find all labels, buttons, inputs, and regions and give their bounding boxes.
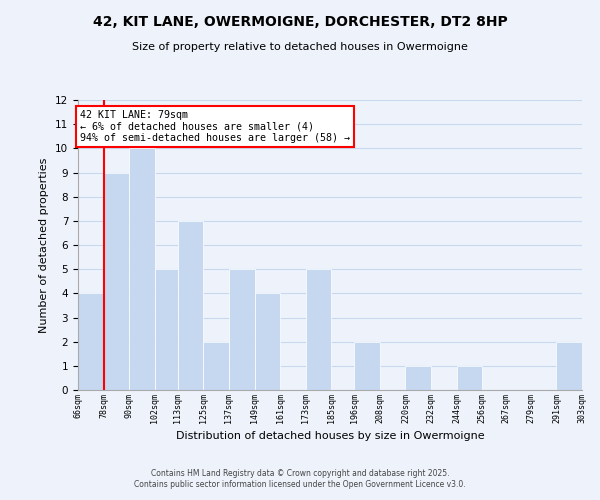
Bar <box>78 294 104 390</box>
Text: 42 KIT LANE: 79sqm
← 6% of detached houses are smaller (4)
94% of semi-detached : 42 KIT LANE: 79sqm ← 6% of detached hous… <box>80 110 350 143</box>
Bar <box>355 342 380 390</box>
Text: Contains HM Land Registry data © Crown copyright and database right 2025.: Contains HM Land Registry data © Crown c… <box>151 468 449 477</box>
Bar <box>104 172 129 390</box>
Bar <box>129 148 155 390</box>
Text: Contains public sector information licensed under the Open Government Licence v3: Contains public sector information licen… <box>134 480 466 489</box>
Bar <box>155 269 178 390</box>
Bar <box>229 269 254 390</box>
Y-axis label: Number of detached properties: Number of detached properties <box>40 158 49 332</box>
Bar <box>203 342 229 390</box>
X-axis label: Distribution of detached houses by size in Owermoigne: Distribution of detached houses by size … <box>176 431 484 441</box>
Bar <box>254 294 280 390</box>
Bar <box>406 366 431 390</box>
Text: 42, KIT LANE, OWERMOIGNE, DORCHESTER, DT2 8HP: 42, KIT LANE, OWERMOIGNE, DORCHESTER, DT… <box>92 15 508 29</box>
Bar <box>305 269 331 390</box>
Text: Size of property relative to detached houses in Owermoigne: Size of property relative to detached ho… <box>132 42 468 52</box>
Bar <box>178 221 203 390</box>
Bar <box>457 366 482 390</box>
Bar <box>556 342 582 390</box>
